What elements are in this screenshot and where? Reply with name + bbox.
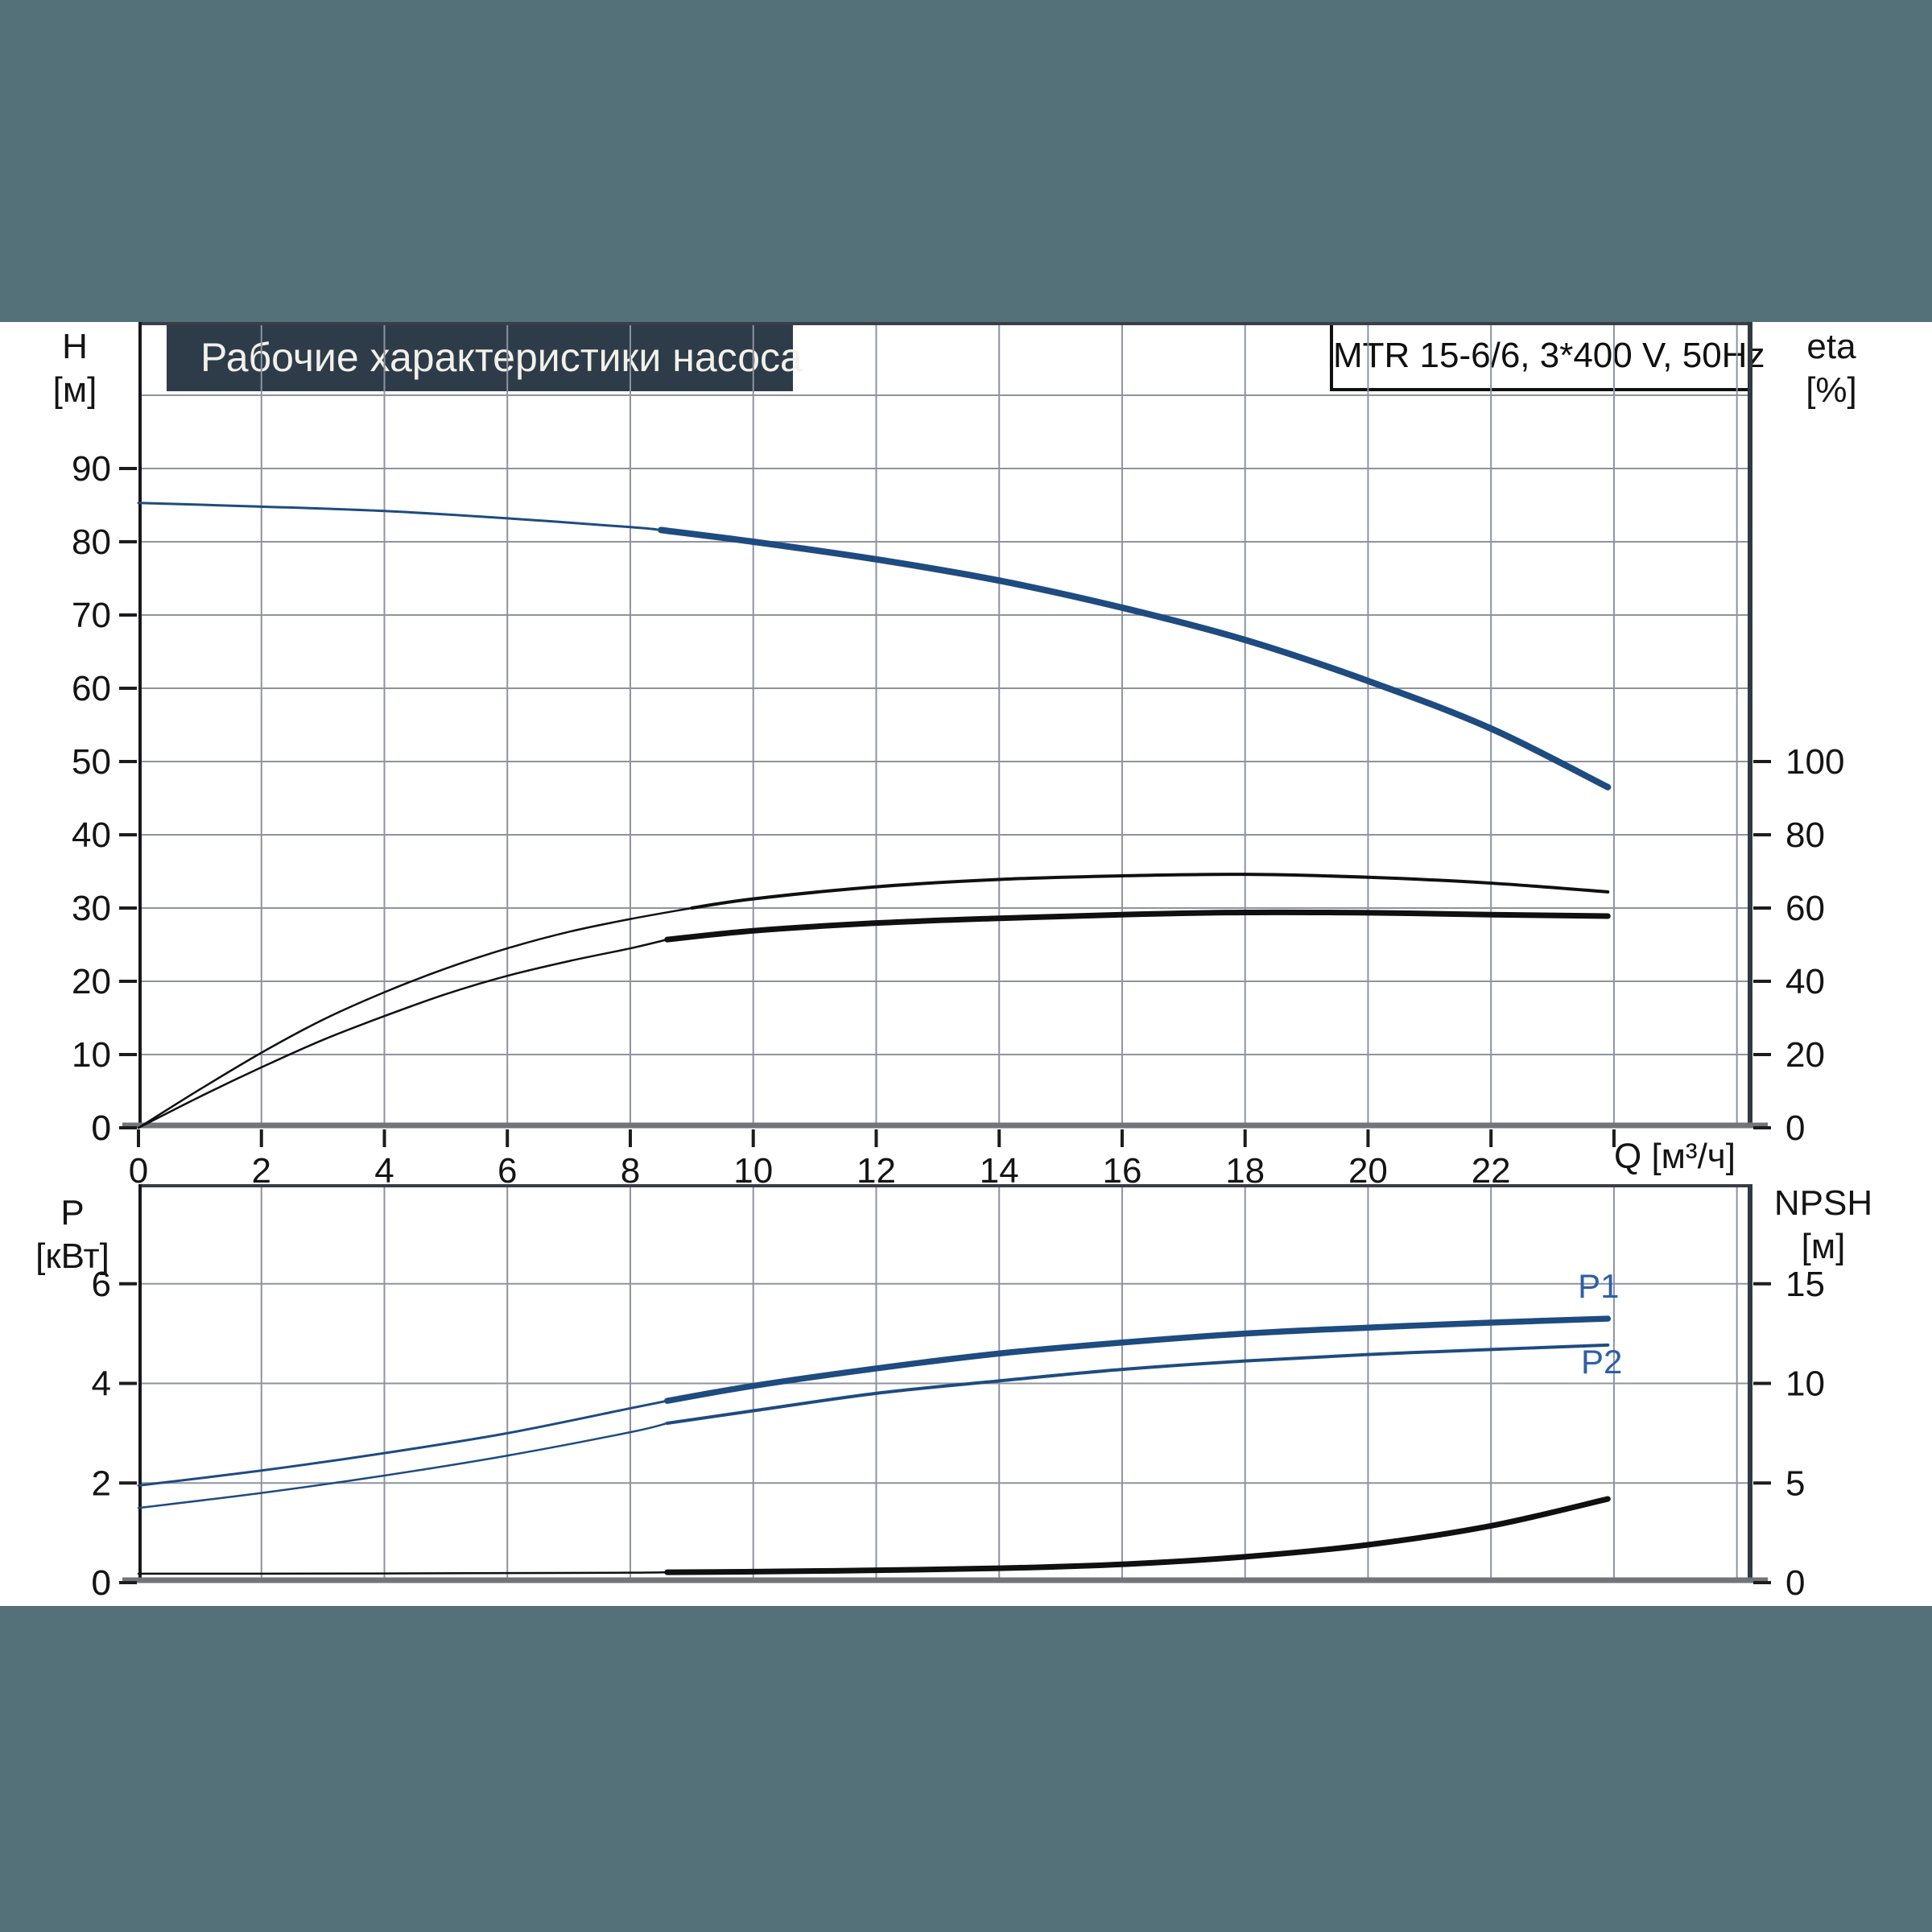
tick-label: 70 <box>72 596 111 635</box>
h-axis-symbol: H <box>62 327 88 366</box>
tick-label: 0 <box>129 1151 148 1191</box>
tick-label: 4 <box>92 1364 111 1404</box>
tick-label: 14 <box>980 1151 1019 1191</box>
p-axis-label: P [кВт] <box>16 1191 129 1278</box>
tick-label: 20 <box>1785 1035 1825 1075</box>
tick-label: 4 <box>374 1151 394 1191</box>
tick-label: 60 <box>1785 889 1825 928</box>
tick-label: 0 <box>92 1108 111 1148</box>
tick-label: 10 <box>733 1151 773 1191</box>
series-P1 <box>664 1315 1612 1404</box>
tick-label: 50 <box>72 742 111 782</box>
chart-title-banner: Рабочие характеристики насоса <box>167 324 803 391</box>
tick-label: 0 <box>92 1563 111 1603</box>
npsh-axis-label: NPSH [м] <box>1755 1182 1892 1269</box>
tick-label: 2 <box>92 1463 111 1503</box>
tick-label: 8 <box>621 1151 640 1191</box>
tick-label: 40 <box>1785 962 1825 1001</box>
series-eta-total <box>137 938 669 1129</box>
p-axis-unit: [кВт] <box>35 1236 109 1276</box>
npsh-axis-unit: [м] <box>1801 1227 1846 1266</box>
tick-label: 0 <box>92 1108 111 1148</box>
tick-label: 20 <box>72 962 111 1001</box>
series-label-P1: P1 <box>1578 1267 1619 1305</box>
series-H <box>658 526 1612 791</box>
series-eta <box>690 873 1610 910</box>
tick-label: 12 <box>857 1151 896 1191</box>
tick-label: 30 <box>72 889 111 928</box>
tick-label: 16 <box>1102 1151 1141 1191</box>
chart-panel <box>0 322 1932 1606</box>
tick-label: 2 <box>252 1151 271 1191</box>
eta-axis-symbol: eta <box>1806 327 1856 366</box>
series-NPSH <box>137 1571 669 1575</box>
tick-label: 22 <box>1472 1151 1511 1191</box>
eta-axis-unit: [%] <box>1806 370 1857 410</box>
plot-border <box>138 322 1752 1128</box>
tick-label: 0 <box>1785 1108 1805 1148</box>
series-eta-total <box>664 909 1611 943</box>
tick-label: 60 <box>72 669 111 708</box>
tick-label: 15 <box>1785 1265 1825 1304</box>
tick-label: 6 <box>92 1265 111 1304</box>
q-axis-label: Q [м³/ч] <box>1614 1137 1736 1176</box>
tick-label: 0 <box>92 1563 111 1603</box>
series-label-P2: P2 <box>1581 1343 1622 1381</box>
series-H <box>137 502 663 531</box>
series-P1 <box>137 1399 669 1487</box>
tick-label: 40 <box>72 815 111 855</box>
tick-label: 6 <box>497 1151 517 1191</box>
tick-label: 80 <box>72 522 111 562</box>
tick-label: 90 <box>72 449 111 489</box>
series-NPSH <box>664 1496 1611 1575</box>
series-P2 <box>665 1343 1610 1425</box>
tick-label: 80 <box>1785 815 1825 855</box>
tick-label: 10 <box>1785 1364 1825 1404</box>
tick-label: 5 <box>1785 1463 1805 1503</box>
tick-label: 18 <box>1225 1151 1265 1191</box>
series-eta <box>137 906 693 1129</box>
tick-label: 20 <box>1348 1151 1388 1191</box>
h-axis-unit: [м] <box>52 370 97 410</box>
eta-axis-label: eta [%] <box>1771 325 1892 412</box>
tick-label: 100 <box>1785 742 1844 782</box>
tick-label: 0 <box>1785 1563 1805 1603</box>
series-P2 <box>137 1422 669 1509</box>
p-axis-symbol: P <box>60 1193 85 1232</box>
npsh-axis-symbol: NPSH <box>1773 1183 1873 1223</box>
tick-label: 10 <box>72 1035 111 1075</box>
h-axis-label: H [м] <box>23 325 127 412</box>
